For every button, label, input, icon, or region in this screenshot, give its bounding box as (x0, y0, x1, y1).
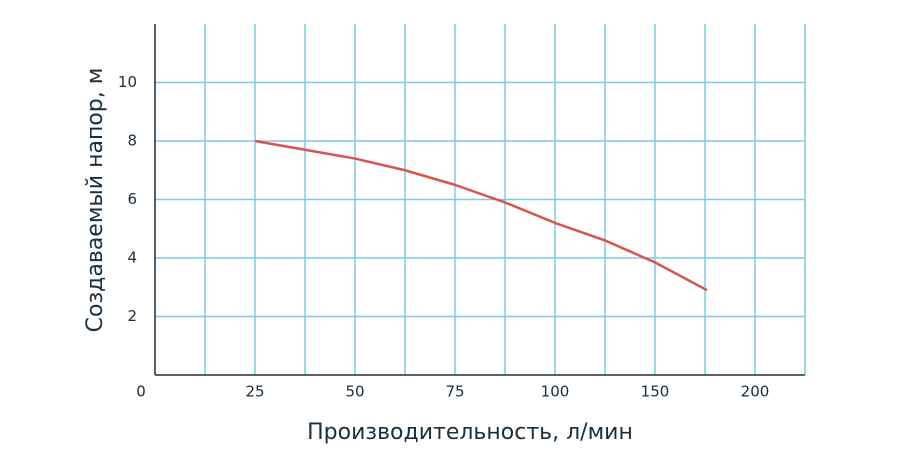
x-tick-label: 25 (245, 383, 264, 401)
x-tick-label: 75 (445, 383, 464, 401)
x-axis-title: Производительность, л/мин (307, 420, 633, 445)
x-tick-label: 150 (641, 383, 670, 401)
x-tick-label: 100 (541, 383, 570, 401)
y-tick-label: 2 (127, 307, 137, 325)
x-tick-label: 50 (345, 383, 364, 401)
y-tick-label: 4 (127, 249, 137, 267)
y-tick-label: 6 (127, 190, 137, 208)
y-tick-label: 8 (127, 132, 137, 150)
data-line (254, 139, 708, 292)
y-tick-label: 10 (118, 73, 137, 91)
x-tick-label: 0 (136, 383, 146, 401)
y-axis-title: Создаваемый напор, м (83, 68, 108, 333)
x-tick-label: 200 (741, 383, 770, 401)
